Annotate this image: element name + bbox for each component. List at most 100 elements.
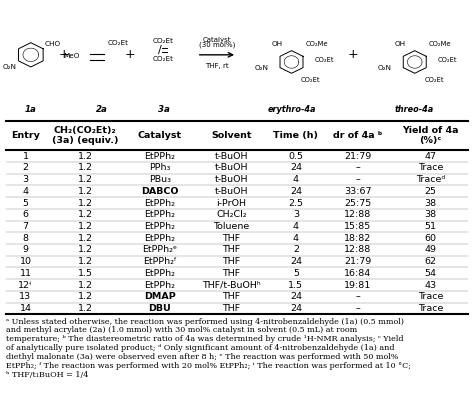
Text: ᵃ Unless stated otherwise, the reaction was performed using 4-nitrobenzaldehyde : ᵃ Unless stated otherwise, the reaction … xyxy=(6,318,404,326)
Text: 21:79: 21:79 xyxy=(344,152,371,161)
Text: and methyl acrylate (2a) (1.0 mmol) with 30 mol% catalyst in solvent (0.5 mL) at: and methyl acrylate (2a) (1.0 mmol) with… xyxy=(6,326,357,335)
Text: 1.5: 1.5 xyxy=(78,269,92,278)
Text: THF: THF xyxy=(222,269,241,278)
Text: 1.2: 1.2 xyxy=(78,152,92,161)
Text: 3a: 3a xyxy=(157,105,170,114)
Text: THF: THF xyxy=(222,292,241,301)
Text: EtPPh₂: EtPPh₂ xyxy=(144,222,175,231)
Text: 10: 10 xyxy=(19,257,31,266)
Text: O₂N: O₂N xyxy=(255,65,269,71)
Text: Entry: Entry xyxy=(11,131,40,140)
Text: CO₂Me: CO₂Me xyxy=(306,41,328,46)
Text: 24: 24 xyxy=(290,187,302,196)
Text: 24: 24 xyxy=(290,304,302,313)
Text: t-BuOH: t-BuOH xyxy=(215,152,248,161)
Text: EtPPh₂ᵉ: EtPPh₂ᵉ xyxy=(142,245,177,255)
Text: i-PrOH: i-PrOH xyxy=(217,198,246,208)
Text: (30 mol%): (30 mol%) xyxy=(199,41,235,48)
Text: OH: OH xyxy=(272,42,283,47)
Text: 24: 24 xyxy=(290,163,302,173)
Text: Yield of 4a
(%)ᶜ: Yield of 4a (%)ᶜ xyxy=(402,126,458,145)
Text: 4: 4 xyxy=(293,175,299,184)
Text: THF: THF xyxy=(222,304,241,313)
Text: 21:79: 21:79 xyxy=(344,257,371,266)
Text: 0.5: 0.5 xyxy=(288,152,303,161)
Text: CO₂Et: CO₂Et xyxy=(301,77,320,83)
Text: 16:84: 16:84 xyxy=(344,269,371,278)
Text: Traceᵈ: Traceᵈ xyxy=(416,175,445,184)
Text: –: – xyxy=(355,163,360,173)
Text: 24: 24 xyxy=(290,292,302,301)
Text: 33:67: 33:67 xyxy=(344,187,371,196)
Text: Catalyst: Catalyst xyxy=(202,37,231,43)
Text: Trace: Trace xyxy=(418,292,443,301)
Text: CO₂Et: CO₂Et xyxy=(438,57,457,63)
Text: 6: 6 xyxy=(22,210,28,219)
Text: CO₂Me: CO₂Me xyxy=(429,41,451,46)
Text: MeO: MeO xyxy=(63,53,79,59)
Text: 25:75: 25:75 xyxy=(344,198,371,208)
Text: Time (h): Time (h) xyxy=(273,131,319,140)
Text: 1.2: 1.2 xyxy=(78,163,92,173)
Text: 5: 5 xyxy=(293,269,299,278)
Text: DABCO: DABCO xyxy=(141,187,178,196)
Text: CHO: CHO xyxy=(45,40,61,46)
Text: 1.2: 1.2 xyxy=(78,280,92,290)
Text: CH₂(CO₂Et)₂
(3a) (equiv.): CH₂(CO₂Et)₂ (3a) (equiv.) xyxy=(52,126,118,145)
Text: 4: 4 xyxy=(293,234,299,243)
Text: 3: 3 xyxy=(22,175,28,184)
Text: PPh₃: PPh₃ xyxy=(149,163,170,173)
Text: 1.2: 1.2 xyxy=(78,222,92,231)
Text: 49: 49 xyxy=(424,245,436,255)
Text: 18:82: 18:82 xyxy=(344,234,371,243)
Text: EtPPh₂: EtPPh₂ xyxy=(144,210,175,219)
Text: dr of 4a ᵇ: dr of 4a ᵇ xyxy=(333,131,382,140)
Text: Solvent: Solvent xyxy=(211,131,252,140)
Text: 4: 4 xyxy=(293,222,299,231)
Text: EtPPh₂: EtPPh₂ xyxy=(144,152,175,161)
Text: 38: 38 xyxy=(424,210,437,219)
Text: ʰ THF/t₁BuOH = 1/4: ʰ THF/t₁BuOH = 1/4 xyxy=(6,371,88,379)
Text: DMAP: DMAP xyxy=(144,292,175,301)
Text: THF: THF xyxy=(222,234,241,243)
Text: THF: THF xyxy=(222,257,241,266)
Text: /: / xyxy=(158,45,162,55)
Text: t-BuOH: t-BuOH xyxy=(215,175,248,184)
Text: erythro-4a: erythro-4a xyxy=(267,105,316,114)
Text: 1.2: 1.2 xyxy=(78,257,92,266)
Text: –: – xyxy=(355,175,360,184)
Text: EtPPh₂ᶠ: EtPPh₂ᶠ xyxy=(143,257,177,266)
Text: Toluene: Toluene xyxy=(213,222,250,231)
Text: 3: 3 xyxy=(293,210,299,219)
Text: +: + xyxy=(59,48,69,61)
Text: 24: 24 xyxy=(290,257,302,266)
Text: EtPPh₂: EtPPh₂ xyxy=(144,234,175,243)
Text: –: – xyxy=(355,304,360,313)
Text: 13: 13 xyxy=(19,292,32,301)
Text: 8: 8 xyxy=(22,234,28,243)
Text: 5: 5 xyxy=(22,198,28,208)
Text: +: + xyxy=(125,48,136,61)
Text: EtPPh₂: EtPPh₂ xyxy=(144,198,175,208)
Text: CO₂Et: CO₂Et xyxy=(108,40,128,46)
Text: 1.2: 1.2 xyxy=(78,175,92,184)
Text: CO₂Et: CO₂Et xyxy=(424,77,444,83)
Text: OH: OH xyxy=(395,42,406,47)
Text: of analytically pure isolated product; ᵈ Only significant amount of 4-nitrobenza: of analytically pure isolated product; ᵈ… xyxy=(6,344,394,352)
Text: diethyl malonate (3a) were observed even after 8 h; ᵉ The reaction was performed: diethyl malonate (3a) were observed even… xyxy=(6,353,398,361)
Text: 2: 2 xyxy=(293,245,299,255)
Text: Trace: Trace xyxy=(418,304,443,313)
Text: 1.2: 1.2 xyxy=(78,210,92,219)
Text: 1.2: 1.2 xyxy=(78,245,92,255)
Text: t-BuOH: t-BuOH xyxy=(215,187,248,196)
Text: 2.5: 2.5 xyxy=(288,198,303,208)
Text: 25: 25 xyxy=(424,187,436,196)
Text: EtPPh₂; ᶠ The reaction was performed with 20 mol% EtPPh₂; ᶤ The reaction was per: EtPPh₂; ᶠ The reaction was performed wit… xyxy=(6,362,410,370)
Text: 2: 2 xyxy=(22,163,28,173)
Text: 7: 7 xyxy=(22,222,28,231)
Text: 62: 62 xyxy=(424,257,436,266)
Text: 38: 38 xyxy=(424,198,437,208)
Text: 1.2: 1.2 xyxy=(78,304,92,313)
Text: 1.2: 1.2 xyxy=(78,187,92,196)
Text: 1a: 1a xyxy=(25,105,37,114)
